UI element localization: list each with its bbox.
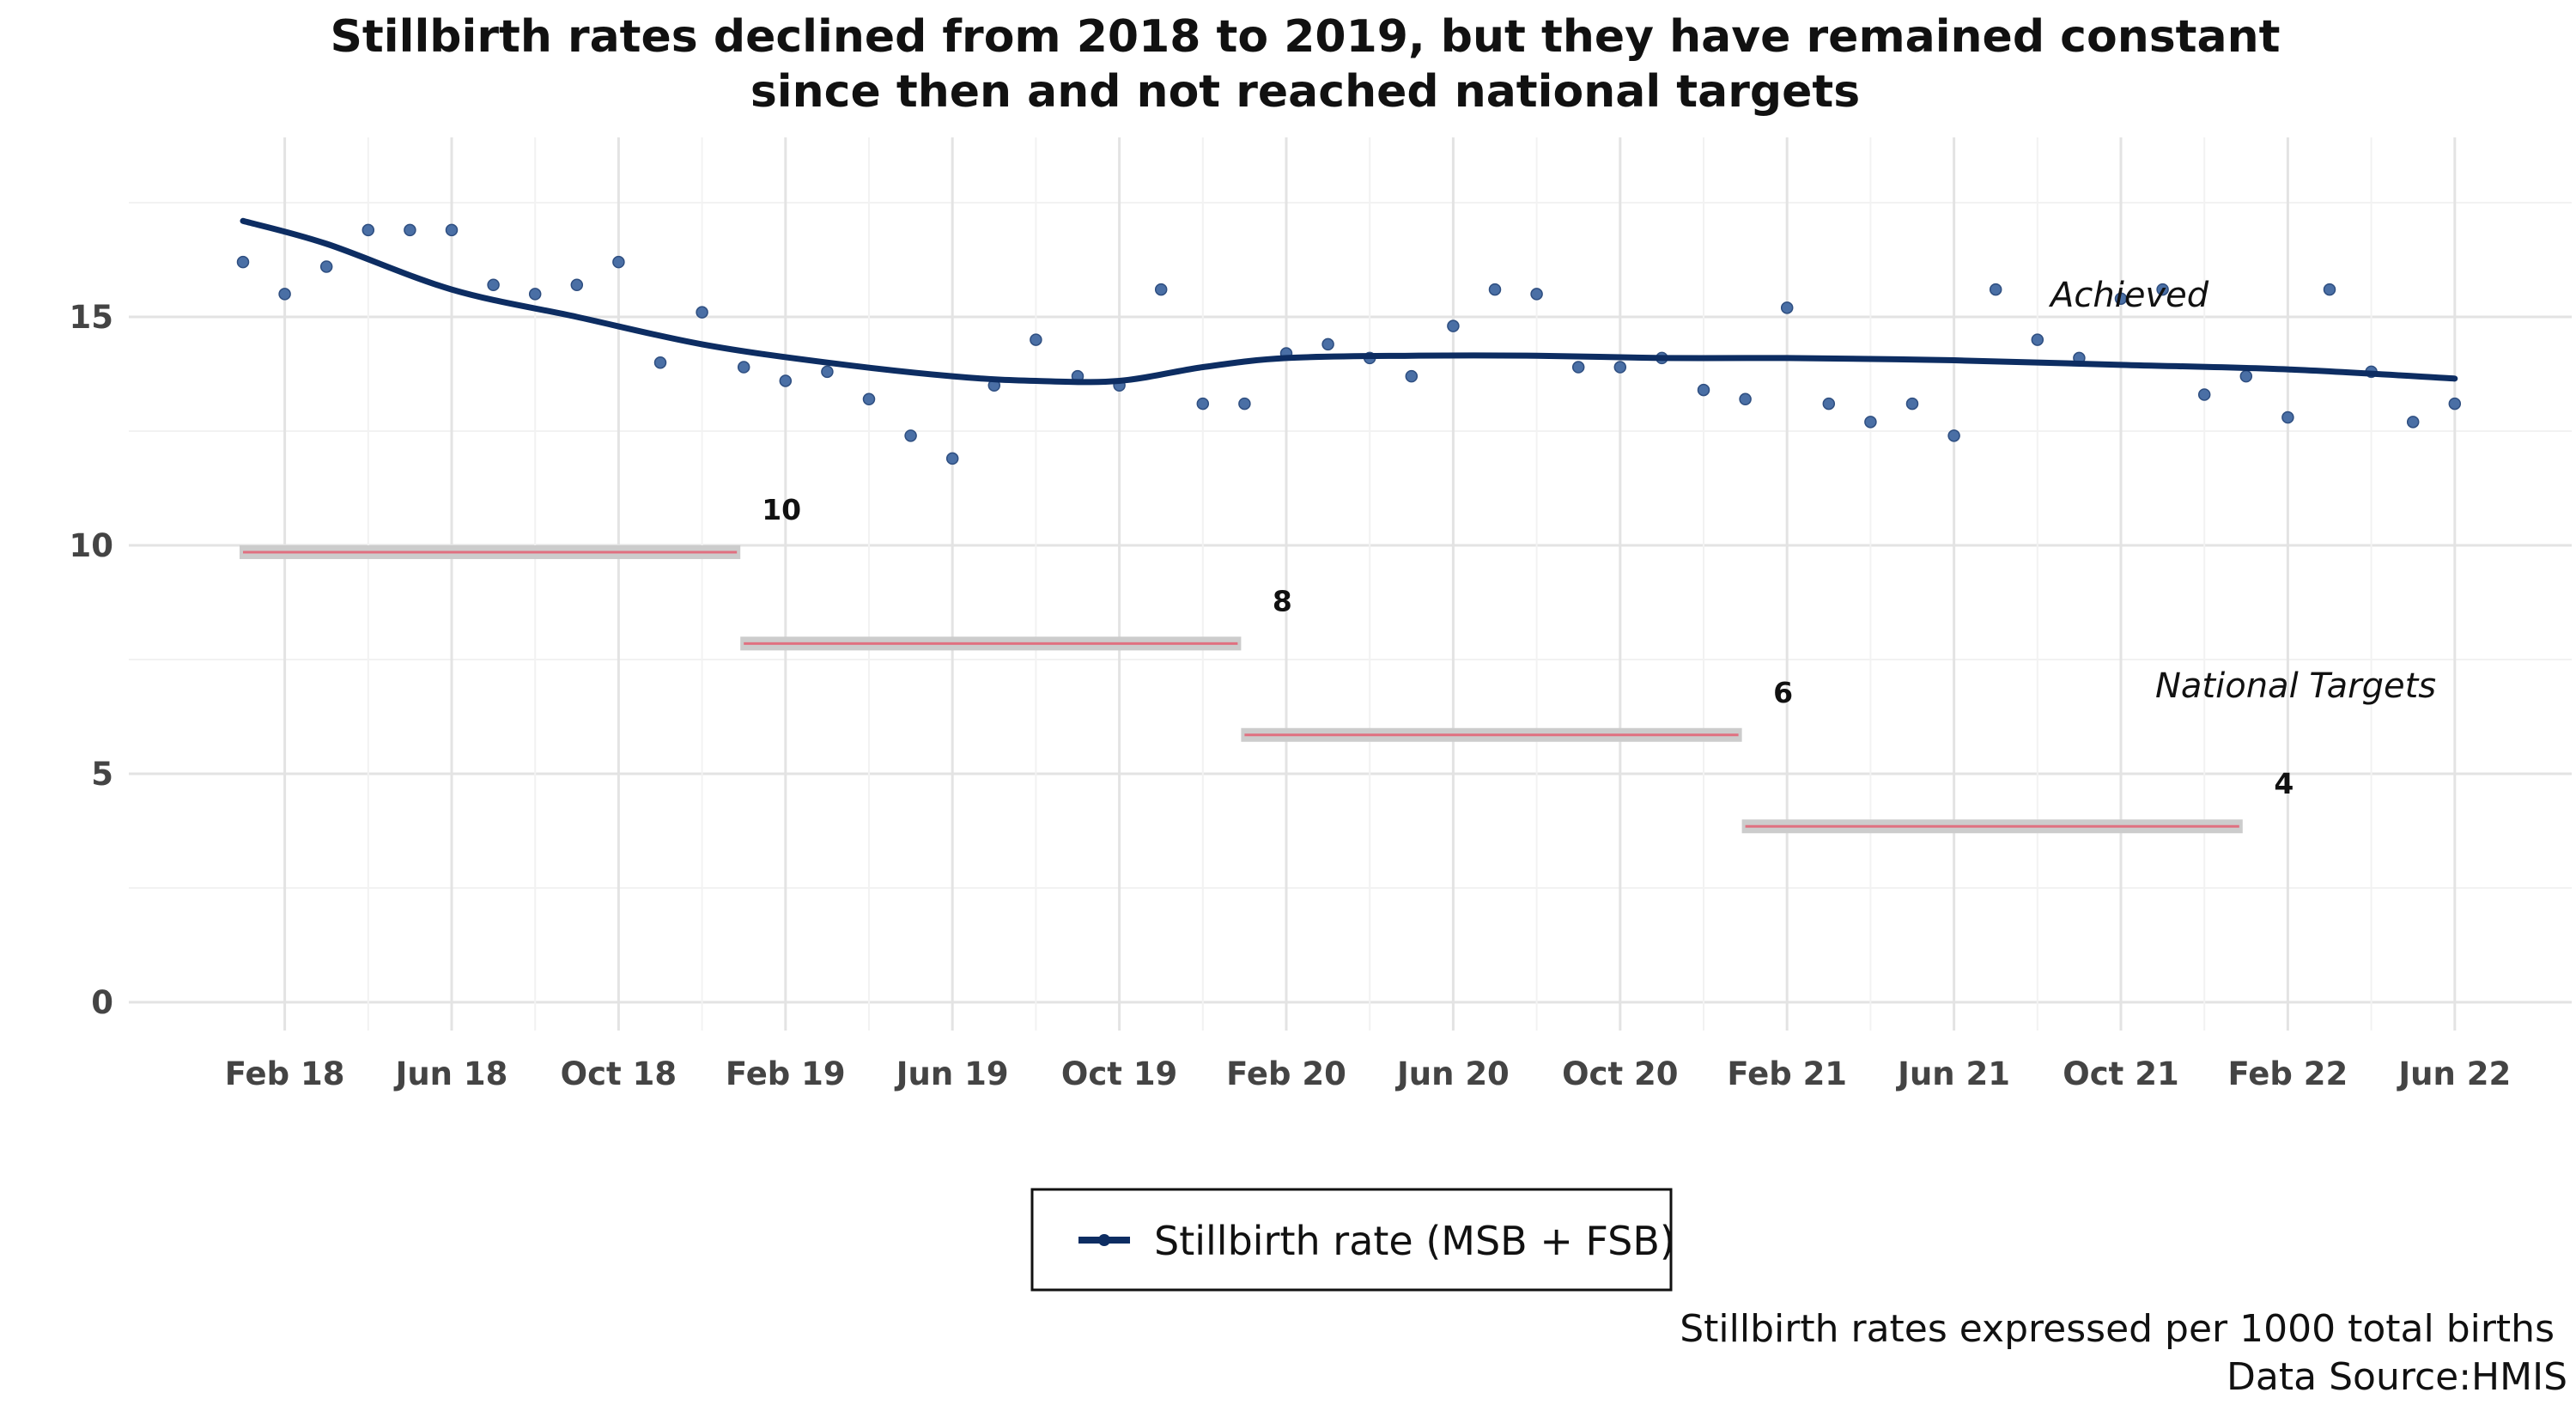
data-point (2114, 292, 2128, 305)
data-point (1488, 283, 1502, 296)
x-tick-label: Feb 21 (1727, 1055, 1847, 1092)
data-point (945, 452, 959, 465)
data-point (2406, 416, 2420, 429)
target-segments: 10 8 6 4 (240, 493, 2293, 834)
data-point (612, 255, 625, 269)
data-point (2239, 369, 2253, 383)
data-point (487, 278, 500, 292)
data-point (570, 278, 584, 292)
y-tick-labels: 0 5 10 15 (70, 299, 114, 1021)
data-point (1989, 283, 2002, 296)
caption-line-2: Data Source:HMIS (2227, 1355, 2567, 1399)
data-point (862, 392, 876, 406)
x-tick-label: Feb 20 (1226, 1055, 1346, 1092)
data-point (821, 365, 834, 379)
national-targets-annotation: National Targets (2155, 666, 2436, 706)
x-tick-label: Oct 20 (1562, 1055, 1678, 1092)
data-point (1530, 288, 1543, 301)
x-tick-label: Jun 22 (2396, 1055, 2511, 1092)
data-point (1864, 416, 1877, 429)
data-point (2448, 397, 2462, 411)
data-point (2031, 333, 2044, 346)
trend-line (240, 217, 2458, 386)
caption-line-1: Stillbirth rates expressed per 1000 tota… (1680, 1307, 2555, 1351)
target-label: 4 (2274, 767, 2293, 800)
data-point (1697, 383, 1710, 397)
title-line-1: Stillbirth rates declined from 2018 to 2… (330, 11, 2280, 63)
data-point (1447, 319, 1460, 332)
x-tick-label: Oct 21 (2063, 1055, 2178, 1092)
chart-title: Stillbirth rates declined from 2018 to 2… (330, 11, 2280, 118)
grid (129, 137, 2572, 1031)
legend-box (1030, 1188, 1673, 1292)
data-point (278, 288, 291, 301)
data-point (2323, 283, 2336, 296)
x-tick-label: Feb 18 (225, 1055, 345, 1092)
achieved-annotation: Achieved (2048, 276, 2209, 315)
x-tick-label: Jun 19 (894, 1055, 1009, 1092)
x-tick-label: Jun 18 (393, 1055, 508, 1092)
y-tick-label: 0 (91, 984, 113, 1021)
data-point (404, 223, 416, 237)
x-tick-label: Jun 21 (1895, 1055, 2010, 1092)
annotations: Achieved National Targets (2048, 276, 2436, 706)
data-point (445, 223, 459, 237)
data-point (2156, 283, 2169, 296)
data-point (1571, 361, 1585, 374)
data-point (1822, 397, 1836, 411)
data-point (779, 374, 793, 387)
data-point (1947, 429, 1960, 442)
data-point (904, 429, 917, 442)
data-point (319, 260, 333, 273)
data-point (1154, 283, 1168, 296)
data-point (1405, 369, 1419, 383)
data-point (653, 356, 667, 369)
x-tick-label: Oct 18 (561, 1055, 677, 1092)
data-point (1905, 397, 1919, 411)
data-point (1196, 397, 1210, 411)
data-point (528, 288, 542, 301)
data-point (361, 223, 375, 237)
data-point (1613, 361, 1627, 374)
caption: Stillbirth rates expressed per 1000 tota… (1680, 1307, 2567, 1399)
data-point (1238, 397, 1251, 411)
legend: Stillbirth rate (MSB + FSB) (1030, 1188, 1675, 1292)
data-point (1780, 301, 1794, 314)
data-points (236, 223, 2462, 465)
legend-swatch-point (1098, 1234, 1110, 1246)
data-point (1321, 338, 1334, 351)
x-tick-label: Oct 19 (1061, 1055, 1177, 1092)
x-tick-label: Feb 19 (726, 1055, 846, 1092)
data-point (236, 255, 250, 269)
x-tick-label: Jun 20 (1394, 1055, 1510, 1092)
target-label: 6 (1773, 676, 1793, 709)
y-tick-label: 15 (70, 299, 114, 336)
x-tick-labels: Feb 18 Jun 18 Oct 18 Feb 19 Jun 19 Oct 19 Feb … (225, 1055, 2511, 1092)
target-label: 10 (762, 493, 801, 526)
data-point (2197, 388, 2211, 401)
target-label: 8 (1273, 584, 1292, 617)
data-point (1030, 333, 1042, 346)
trend-line-group (240, 217, 2458, 386)
data-point (696, 306, 708, 319)
x-tick-label: Feb 22 (2228, 1055, 2348, 1092)
title-line-2: since then and not reached national targ… (750, 66, 1860, 118)
data-point (2281, 411, 2294, 424)
legend-entry-label: Stillbirth rate (MSB + FSB) (1154, 1218, 1675, 1264)
data-point (737, 361, 750, 374)
y-tick-label: 10 (70, 527, 114, 564)
data-point (1739, 392, 1752, 406)
y-tick-label: 5 (91, 756, 113, 793)
